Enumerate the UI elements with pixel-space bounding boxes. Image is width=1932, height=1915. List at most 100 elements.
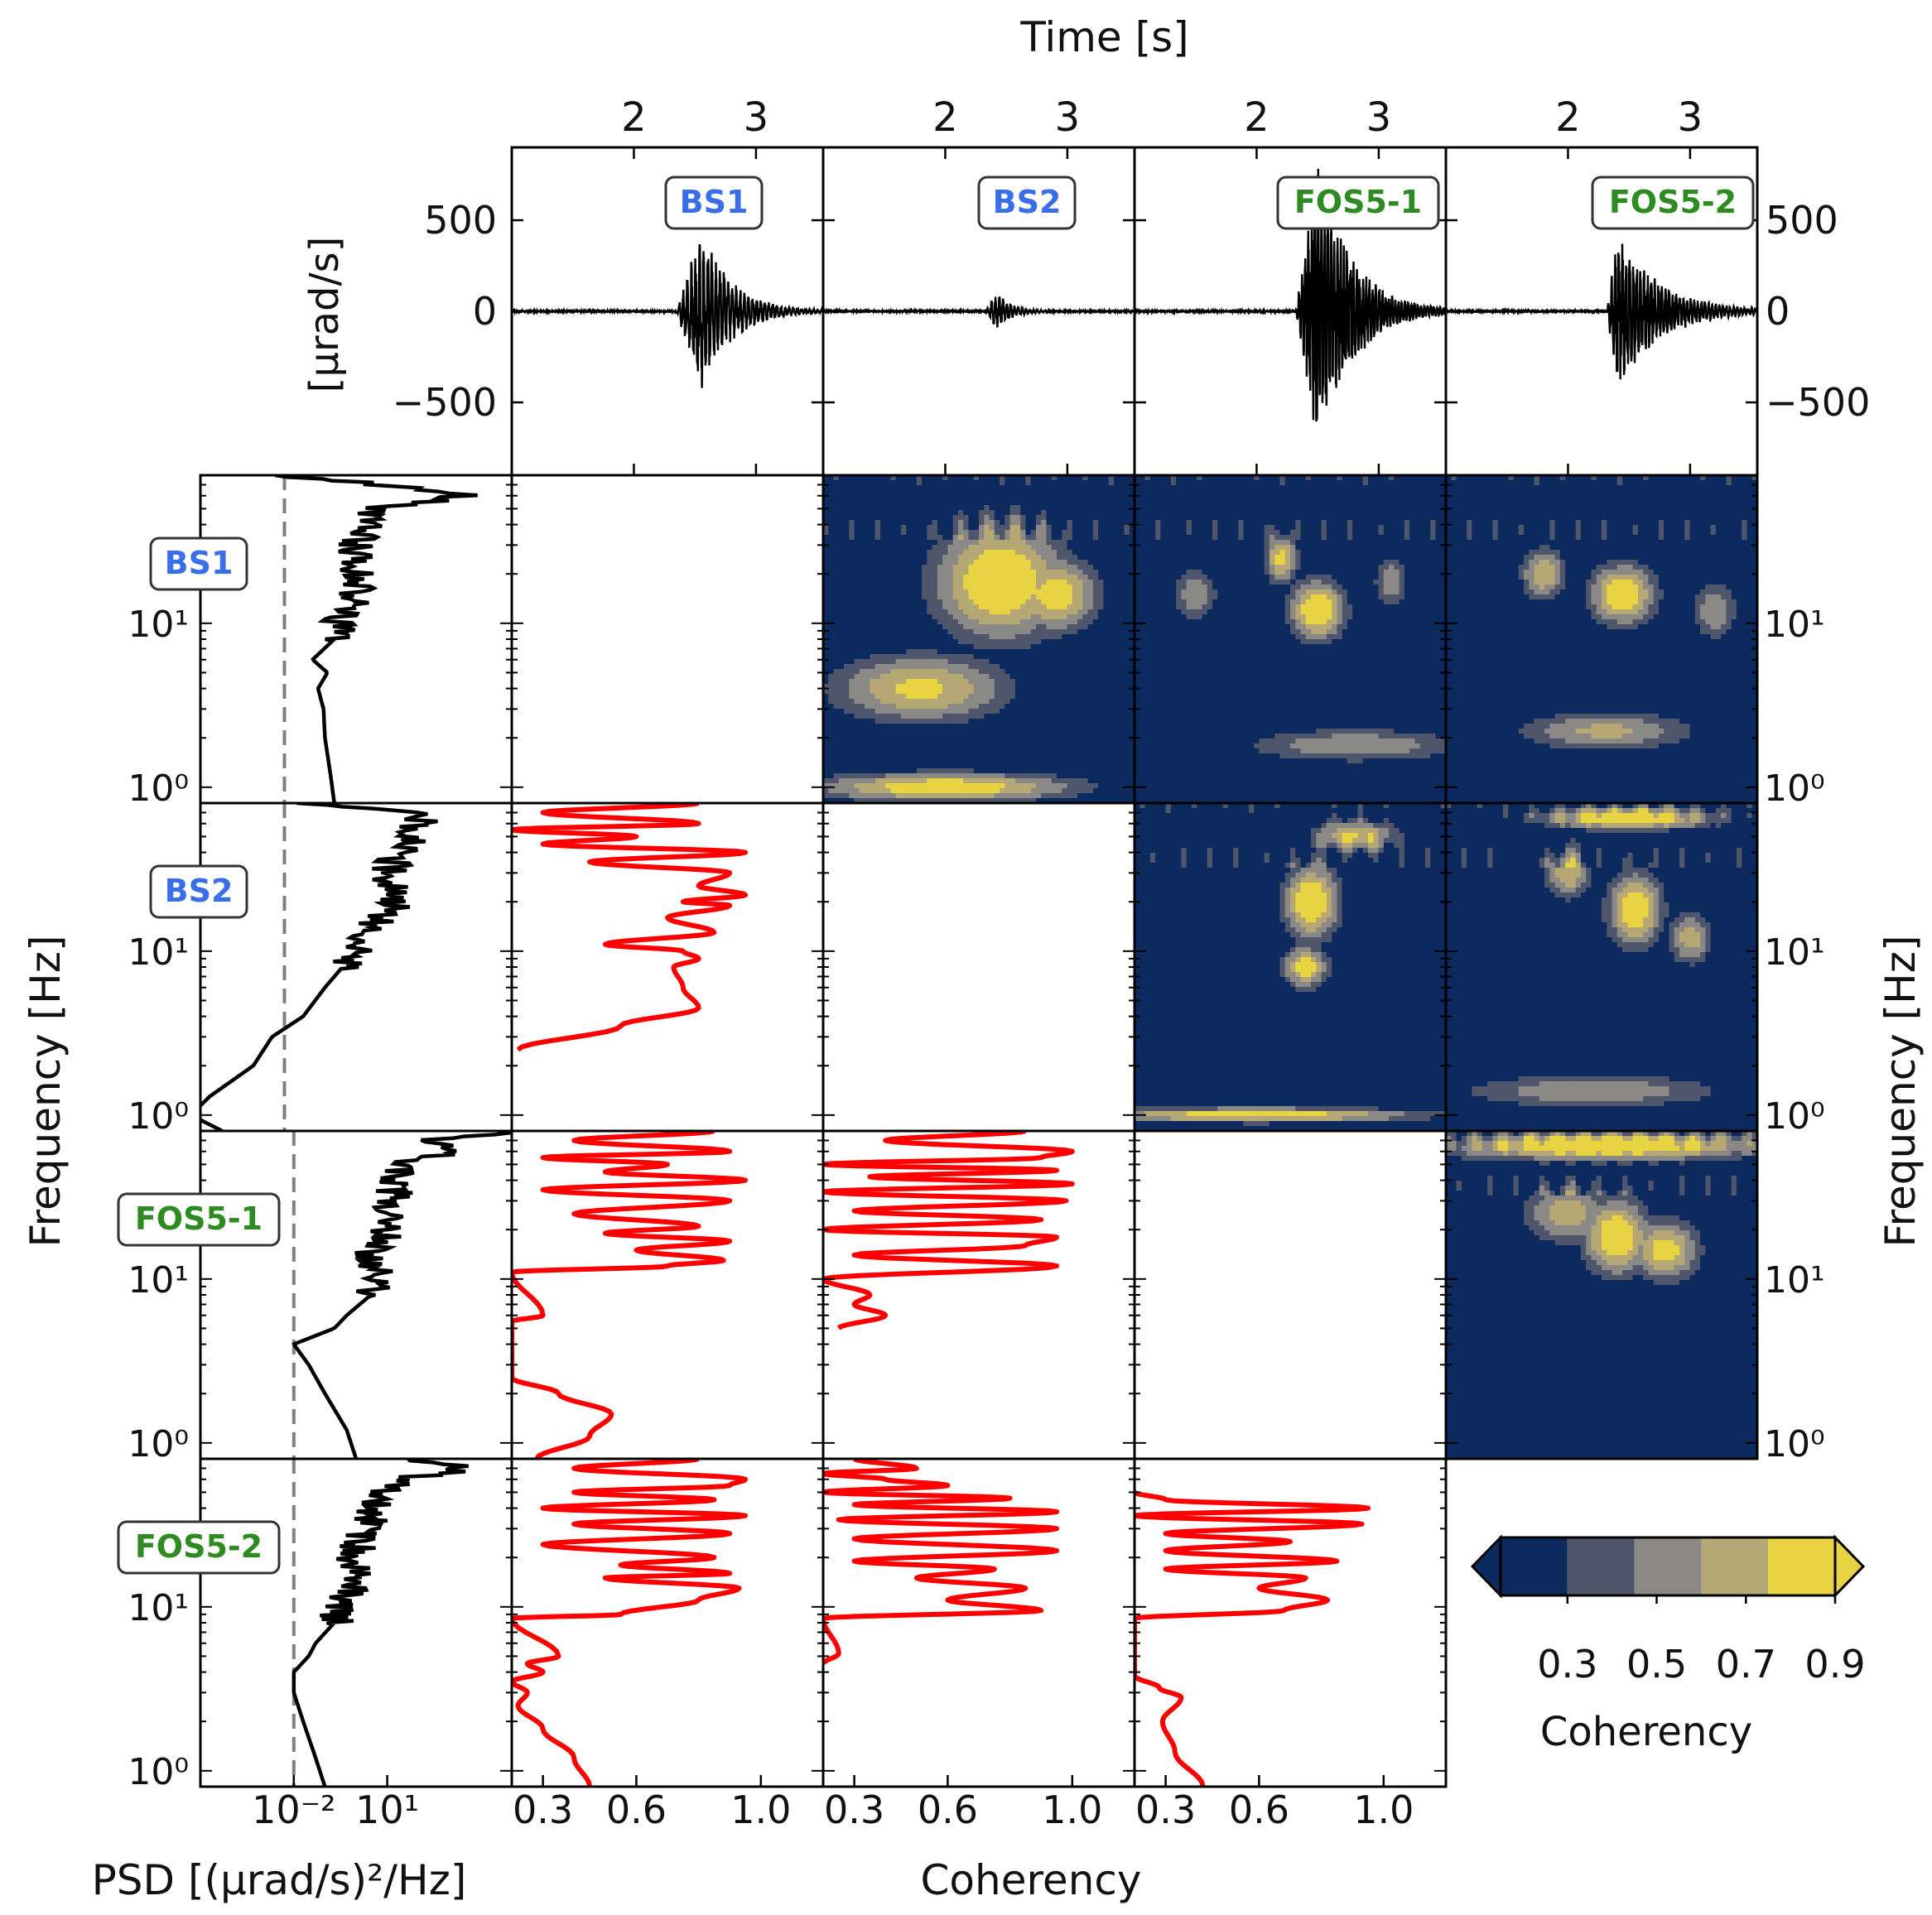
coherence-cell xyxy=(855,520,860,526)
coherence-cell xyxy=(896,545,902,551)
coherence-cell xyxy=(828,540,834,546)
coherence-cell xyxy=(885,634,891,640)
coherence-cell xyxy=(922,734,927,739)
coherence-cell xyxy=(1025,585,1031,590)
coherence-cell xyxy=(1025,639,1031,645)
coherence-cell xyxy=(1072,748,1078,754)
coherence-cell xyxy=(1005,739,1010,744)
coherence-cell xyxy=(1373,505,1379,511)
coherence-cell xyxy=(1077,560,1083,565)
coherence-cell xyxy=(990,704,995,710)
coherence-cell xyxy=(963,739,969,744)
coherence-cell xyxy=(974,679,980,685)
coherence-cell xyxy=(922,594,927,600)
coherency-tick-label: 0.6 xyxy=(1229,1787,1289,1832)
coherence-cell xyxy=(1077,500,1083,506)
coherence-cell xyxy=(1077,585,1083,590)
coherence-cell xyxy=(1020,495,1026,501)
coherence-cell xyxy=(875,709,881,715)
coherence-cell xyxy=(1217,490,1223,496)
coherence-cell xyxy=(917,783,923,789)
coherence-cell xyxy=(1088,788,1094,794)
coherence-cell xyxy=(1212,480,1218,486)
coherence-cell xyxy=(870,520,875,526)
coherence-cell xyxy=(984,520,990,526)
coherence-cell xyxy=(1238,495,1244,501)
coherence-cell xyxy=(937,719,943,724)
coherence-cell xyxy=(1244,480,1250,486)
coherence-cell xyxy=(917,724,923,729)
coherence-cell xyxy=(890,614,896,620)
coherence-cell xyxy=(917,540,923,546)
coherence-cell xyxy=(1077,589,1083,595)
coherence-cell xyxy=(937,515,943,521)
coherence-cell xyxy=(984,570,990,575)
coherence-cell xyxy=(912,654,918,660)
coherence-cell xyxy=(1114,614,1120,620)
coherence-cell xyxy=(885,664,891,670)
coherence-cell xyxy=(870,500,875,506)
coherence-cell xyxy=(1103,535,1109,541)
coherence-cell xyxy=(844,689,850,695)
coherence-cell xyxy=(1062,565,1067,570)
coherence-cell xyxy=(1020,485,1026,491)
coherence-cell xyxy=(953,634,959,640)
coherence-cell xyxy=(958,505,964,511)
coherence-cell xyxy=(1000,743,1005,749)
coherence-cell xyxy=(995,679,1000,685)
coherence-cell xyxy=(896,555,902,561)
coherence-cell xyxy=(880,699,886,705)
time-tick-label: 2 xyxy=(1244,94,1270,141)
coherence-cell xyxy=(1072,515,1078,521)
coherence-cell xyxy=(1114,783,1120,789)
coherence-cell xyxy=(1077,525,1083,531)
coherence-cell xyxy=(922,689,927,695)
coherence-cell xyxy=(885,545,891,551)
coherence-cell xyxy=(1010,500,1016,506)
coherence-cell xyxy=(896,659,902,665)
coherence-cell xyxy=(865,783,870,789)
amp-tick-label-right: 0 xyxy=(1766,289,1790,334)
coherence-cell xyxy=(1150,505,1156,511)
coherence-cell xyxy=(906,709,912,715)
coherence-cell xyxy=(1082,634,1088,640)
coherence-cell xyxy=(1327,495,1332,501)
coherence-cell xyxy=(1176,480,1182,486)
coherence-cell xyxy=(1072,609,1078,615)
coherence-cell xyxy=(865,585,870,590)
coherence-cell xyxy=(963,724,969,729)
coherence-cell xyxy=(990,739,995,744)
coherence-cell xyxy=(995,783,1000,789)
coherence-cell xyxy=(922,570,927,575)
coherence-cell xyxy=(984,699,990,705)
coherence-cell xyxy=(1332,490,1337,496)
coherence-cell xyxy=(1400,505,1405,511)
coherence-cell xyxy=(1010,734,1016,739)
coherence-cell xyxy=(927,629,932,635)
coherence-cell xyxy=(1067,505,1073,511)
coherence-cell xyxy=(927,674,932,680)
coherence-cell xyxy=(906,599,912,605)
psd-frame xyxy=(200,1459,512,1787)
coherence-cell xyxy=(990,520,995,526)
coherence-cell xyxy=(917,510,923,516)
coherence-cell xyxy=(880,763,886,769)
coherence-cell xyxy=(1077,609,1083,615)
coherence-cell xyxy=(1093,714,1099,719)
coherence-cell xyxy=(1327,505,1332,511)
coherence-cell xyxy=(880,515,886,521)
coherence-cell xyxy=(953,639,959,645)
coherence-cell xyxy=(1270,485,1275,491)
coherence-cell xyxy=(932,565,938,570)
waveform-trace-fos5-2 xyxy=(1446,243,1757,379)
coherence-cell xyxy=(1057,560,1062,565)
coherence-cell xyxy=(1103,724,1109,729)
coherence-cell xyxy=(1327,515,1332,521)
coherence-cell xyxy=(896,624,902,630)
mean-coherency-panel xyxy=(1135,1459,1446,1787)
coherence-cell xyxy=(947,704,953,710)
coherence-cell xyxy=(901,515,907,521)
coherence-cell xyxy=(849,585,855,590)
coherence-cell xyxy=(870,570,875,575)
coherence-cell xyxy=(912,624,918,630)
